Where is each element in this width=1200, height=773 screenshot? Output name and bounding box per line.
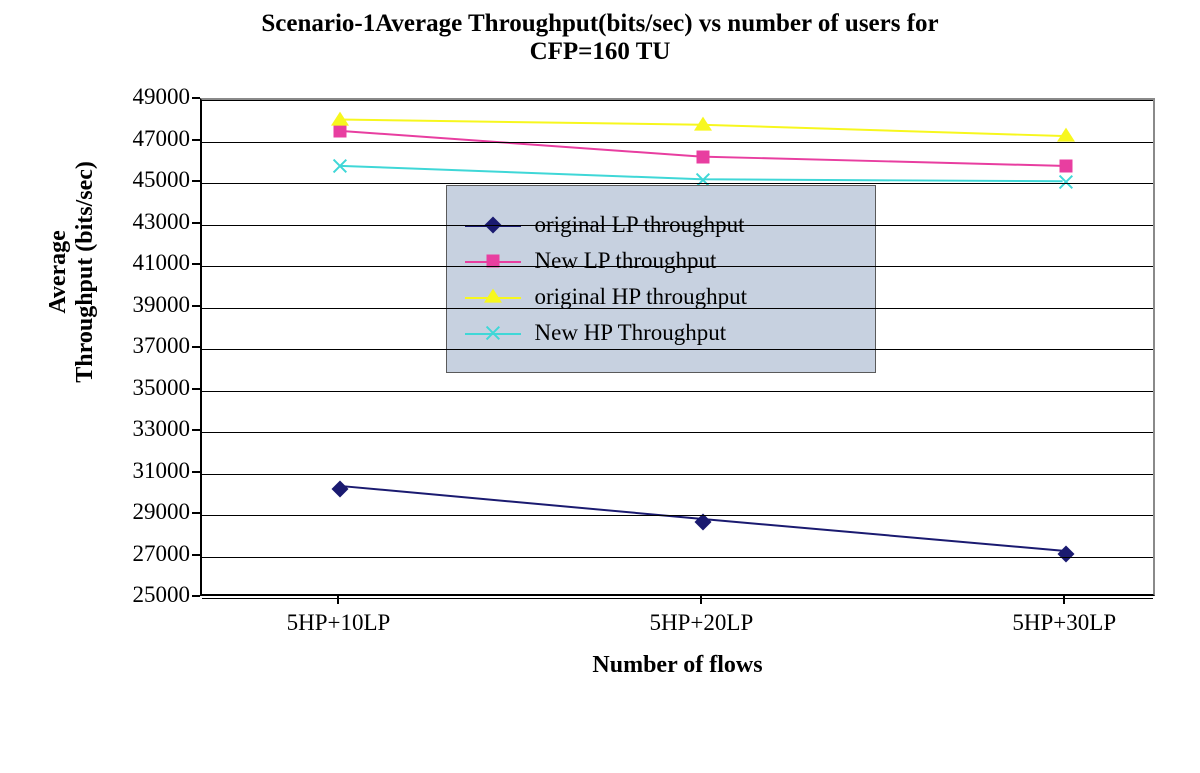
legend-swatch — [465, 287, 521, 307]
data-marker — [1057, 128, 1075, 142]
y-tick-label: 41000 — [105, 250, 190, 276]
gridline — [202, 349, 1153, 350]
gridline — [202, 515, 1153, 516]
y-tick-label: 35000 — [105, 375, 190, 401]
y-tick-mark — [192, 346, 200, 348]
y-tick-label: 25000 — [105, 582, 190, 608]
data-marker — [484, 288, 502, 302]
chart-title: Scenario-1Average Throughput(bits/sec) v… — [0, 10, 1200, 66]
legend-swatch — [465, 323, 521, 343]
data-marker — [334, 125, 347, 138]
x-tick-label: 5HP+10LP — [238, 610, 438, 636]
data-marker — [333, 159, 347, 173]
y-tick-mark — [192, 180, 200, 182]
y-tick-mark — [192, 595, 200, 597]
gridline — [202, 391, 1153, 392]
gridline — [202, 557, 1153, 558]
legend-swatch — [465, 251, 521, 271]
y-tick-mark — [192, 429, 200, 431]
gridline — [202, 598, 1153, 599]
y-tick-label: 29000 — [105, 499, 190, 525]
data-marker — [697, 151, 710, 164]
data-marker — [332, 481, 349, 498]
y-tick-label: 31000 — [105, 458, 190, 484]
x-axis-label: Number of flows — [200, 652, 1155, 679]
y-tick-mark — [192, 139, 200, 141]
gridline — [202, 266, 1153, 267]
data-marker — [331, 111, 349, 125]
y-tick-label: 49000 — [105, 84, 190, 110]
data-marker — [1060, 160, 1073, 173]
y-tick-mark — [192, 97, 200, 99]
y-tick-label: 45000 — [105, 167, 190, 193]
legend-item: original HP throughput — [465, 284, 857, 310]
y-tick-mark — [192, 222, 200, 224]
chart-container: Scenario-1Average Throughput(bits/sec) v… — [0, 0, 1200, 773]
gridline — [202, 432, 1153, 433]
y-tick-label: 37000 — [105, 333, 190, 359]
legend-label: New LP throughput — [535, 248, 717, 274]
gridline — [202, 183, 1153, 184]
gridline — [202, 100, 1153, 101]
y-tick-mark — [192, 305, 200, 307]
y-tick-mark — [192, 388, 200, 390]
x-tick-mark — [1063, 596, 1065, 604]
y-tick-label: 33000 — [105, 416, 190, 442]
x-tick-label: 5HP+20LP — [601, 610, 801, 636]
legend-item: New LP throughput — [465, 248, 857, 274]
x-tick-mark — [337, 596, 339, 604]
gridline — [202, 142, 1153, 143]
y-tick-mark — [192, 263, 200, 265]
x-tick-mark — [700, 596, 702, 604]
y-tick-label: 47000 — [105, 126, 190, 152]
data-marker — [1059, 175, 1073, 189]
data-marker — [695, 514, 712, 531]
x-tick-label: 5HP+30LP — [964, 610, 1164, 636]
y-tick-label: 43000 — [105, 209, 190, 235]
y-tick-mark — [192, 554, 200, 556]
gridline — [202, 474, 1153, 475]
y-tick-mark — [192, 471, 200, 473]
legend-item: New HP Throughput — [465, 320, 857, 346]
y-tick-label: 39000 — [105, 292, 190, 318]
gridline — [202, 225, 1153, 226]
data-marker — [486, 326, 500, 340]
gridline — [202, 308, 1153, 309]
plot-area: original LP throughputNew LP throughputo… — [200, 98, 1155, 596]
y-tick-label: 27000 — [105, 541, 190, 567]
data-marker — [1058, 546, 1075, 563]
legend-label: New HP Throughput — [535, 320, 727, 346]
legend-label: original HP throughput — [535, 284, 748, 310]
y-axis-label: Average Throughput (bits/sec) — [45, 48, 99, 496]
data-marker — [694, 116, 712, 130]
legend: original LP throughputNew LP throughputo… — [446, 185, 876, 373]
y-tick-mark — [192, 512, 200, 514]
